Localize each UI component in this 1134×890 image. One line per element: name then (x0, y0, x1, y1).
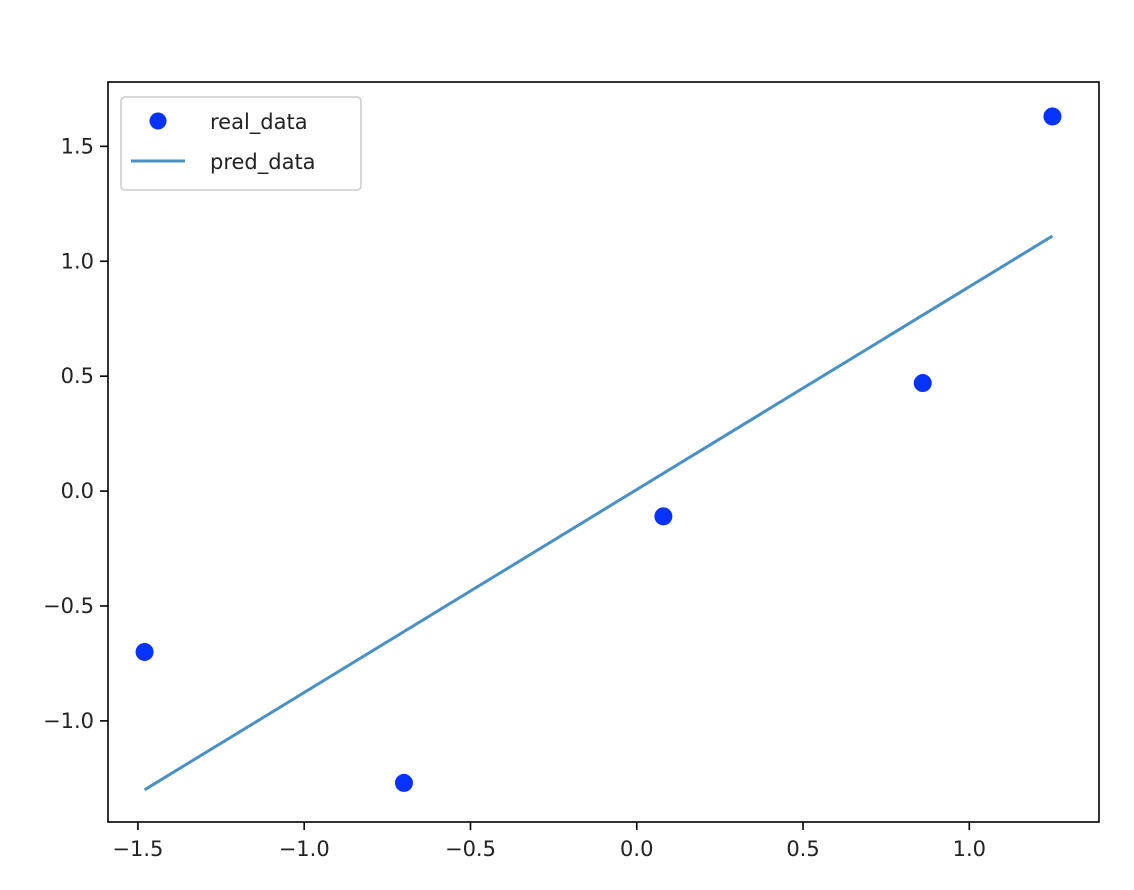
x-tick-label: −1.5 (112, 837, 163, 861)
x-tick-label: −0.5 (445, 837, 496, 861)
y-tick-label: −1.0 (43, 709, 94, 733)
x-tick-label: 1.0 (953, 837, 986, 861)
y-tick-label: 1.5 (61, 134, 94, 158)
axes (107, 81, 1100, 823)
y-tick-label: −0.5 (43, 594, 94, 618)
data-point-real-data-1 (135, 642, 154, 661)
y-tick-label: 0.0 (61, 479, 94, 503)
y-tick-label: 1.0 (61, 249, 94, 273)
x-tick-label: 0.5 (786, 837, 819, 861)
axes-frame (107, 81, 1100, 823)
x-tick-label: 0.0 (620, 837, 653, 861)
ticks: −1.5 −1.0 −0.5 0.0 0.5 1.0 −1.0 −0.5 0.0 0.5 1.0 1.… (43, 134, 986, 861)
data-point-real-data-4 (913, 374, 932, 393)
data-point-real-data-3 (654, 507, 673, 526)
legend-label-pred-data: pred_data (210, 150, 316, 175)
legend-label-real-data: real_data (210, 110, 308, 135)
y-tick-label: 0.5 (61, 364, 94, 388)
plot-area (135, 107, 1062, 792)
series-line-pred-data (143, 234, 1054, 792)
legend-frame (120, 96, 362, 191)
x-tick-label: −1.0 (279, 837, 330, 861)
data-point-real-data-2 (394, 773, 413, 792)
data-point-real-data-5 (1043, 107, 1062, 126)
legend: real_data pred_data (120, 96, 362, 191)
legend-marker-real-data (149, 112, 167, 130)
